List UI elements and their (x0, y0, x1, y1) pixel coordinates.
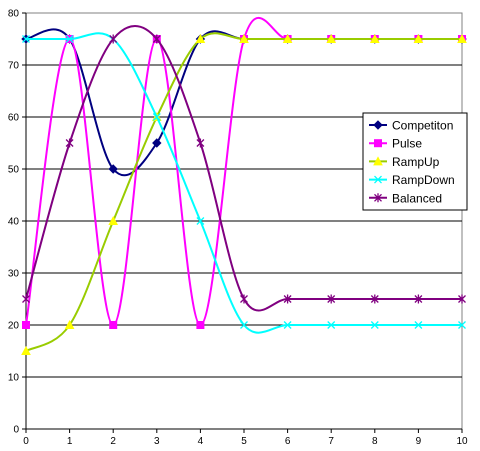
data-point-balanced (22, 294, 30, 304)
data-point-pulse (22, 321, 30, 329)
data-point-rampup (326, 33, 337, 43)
data-point-rampdown (22, 35, 30, 43)
data-point-rampdown (283, 321, 292, 329)
data-point-rampup (108, 215, 119, 225)
data-point-balanced (196, 138, 205, 148)
series-line-rampdown (25, 32, 462, 334)
y-tick-label: 20 (8, 321, 20, 332)
y-tick-label: 50 (8, 165, 20, 176)
data-point-rampup (282, 33, 293, 43)
data-point-balanced (109, 34, 118, 44)
data-point-rampup (195, 33, 206, 43)
legend-swatch-marker (373, 120, 383, 130)
y-tick-label: 30 (8, 269, 20, 280)
data-point-rampdown (152, 113, 161, 121)
y-tick-label: 60 (8, 113, 20, 124)
data-point-balanced (458, 294, 466, 304)
axes: 0 10 20 30 40 50 60 70 80 0 1 2 3 4 5 6 7 8 9 10 (8, 9, 468, 448)
data-point-rampup (369, 33, 380, 43)
x-tick-label: 10 (456, 436, 468, 447)
data-point-rampup (457, 33, 467, 43)
legend-label: Pulse (392, 137, 422, 151)
legend-label: Balanced (392, 191, 442, 205)
legend-swatch-marker (374, 175, 382, 184)
data-point-rampdown (414, 321, 423, 329)
y-tick-label: 40 (8, 217, 20, 228)
legend-item-balanced: Balanced (369, 191, 442, 205)
legend-item-rampup: RampUp (369, 155, 440, 169)
data-point-balanced (283, 294, 292, 304)
x-tick-label: 7 (328, 436, 334, 447)
series-group (21, 16, 467, 355)
data-point-pulse (109, 321, 118, 329)
legend-swatch-marker (374, 139, 382, 148)
legend-swatch-marker (373, 156, 383, 166)
legend-label: RampDown (392, 173, 455, 187)
legend-label: RampUp (392, 155, 440, 169)
data-point-rampdown (327, 321, 336, 329)
x-tick-label: 6 (285, 436, 291, 447)
legend-label: Competiton (392, 119, 453, 133)
data-point-competiton (152, 138, 162, 148)
x-tick-label: 3 (154, 436, 160, 447)
data-point-balanced (370, 294, 379, 304)
x-tick-label: 0 (23, 436, 29, 447)
x-tick-label: 5 (241, 436, 247, 447)
y-tick-label: 80 (8, 9, 20, 20)
data-point-rampdown (458, 321, 466, 329)
x-tick-label: 8 (372, 436, 378, 447)
series-balanced (22, 25, 466, 312)
x-tick-label: 9 (416, 436, 422, 447)
data-point-balanced (152, 34, 161, 44)
y-tick-label: 10 (8, 373, 20, 384)
data-point-balanced (65, 138, 74, 148)
series-line-rampup (25, 32, 462, 352)
data-point-rampdown (65, 35, 74, 43)
legend-item-pulse: Pulse (369, 137, 422, 151)
data-point-rampup (21, 345, 31, 355)
data-point-rampdown (370, 321, 379, 329)
data-point-pulse (196, 321, 205, 329)
data-point-balanced (240, 294, 248, 304)
data-point-rampup (64, 319, 75, 329)
x-tick-label: 4 (198, 436, 204, 447)
data-point-rampdown (196, 217, 205, 225)
legend: Competiton Pulse RampUp RampDown Balanced (362, 112, 468, 211)
data-point-balanced (327, 294, 336, 304)
x-tick-label: 2 (110, 436, 116, 447)
legend-swatch-marker (374, 193, 382, 203)
x-tick-label: 1 (67, 436, 73, 447)
y-tick-label: 70 (8, 61, 20, 72)
data-point-balanced (414, 294, 423, 304)
data-point-competiton (108, 164, 118, 174)
legend-item-competiton: Competiton (369, 119, 453, 133)
legend-item-rampdown: RampDown (369, 173, 455, 187)
data-point-rampdown (240, 321, 248, 329)
series-rampup (21, 32, 467, 355)
data-point-rampup (413, 33, 424, 43)
data-point-rampup (239, 33, 249, 43)
y-tick-label: 0 (13, 425, 19, 436)
